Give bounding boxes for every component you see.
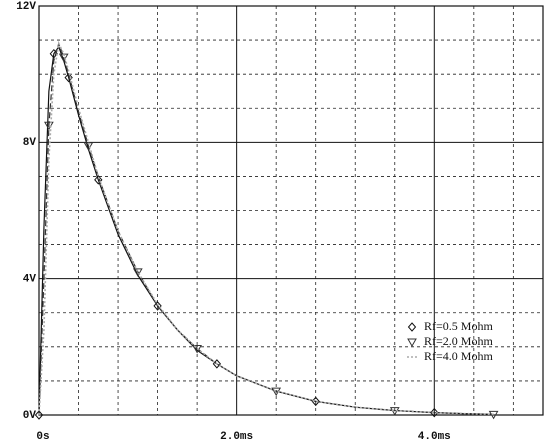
marker (94, 175, 103, 185)
x-tick-label: 2.0ms (220, 431, 253, 443)
legend-marker (407, 338, 417, 348)
marker (153, 301, 162, 311)
marker (430, 407, 439, 418)
x-tick-label: 0s (36, 431, 49, 443)
marker (488, 410, 499, 420)
y-tick-label: 8V (23, 137, 37, 149)
y-tick-label: 12V (16, 1, 36, 13)
marker (34, 410, 44, 420)
marker (64, 72, 73, 83)
marker (192, 345, 202, 354)
x-tick-label: 4.0ms (418, 431, 451, 443)
y-tick-label: 0V (23, 410, 37, 422)
legend-label: Rf=0.5 Mohm (424, 319, 493, 333)
y-tick-label: 4V (23, 274, 37, 286)
series-line (38, 40, 494, 416)
legend-label: Rf=4.0 Mohm (424, 349, 493, 363)
marker (132, 268, 143, 277)
legend-marker (407, 322, 417, 332)
legend-label: Rf=2.0 Mohm (424, 334, 493, 348)
plot-frame (38, 5, 544, 416)
